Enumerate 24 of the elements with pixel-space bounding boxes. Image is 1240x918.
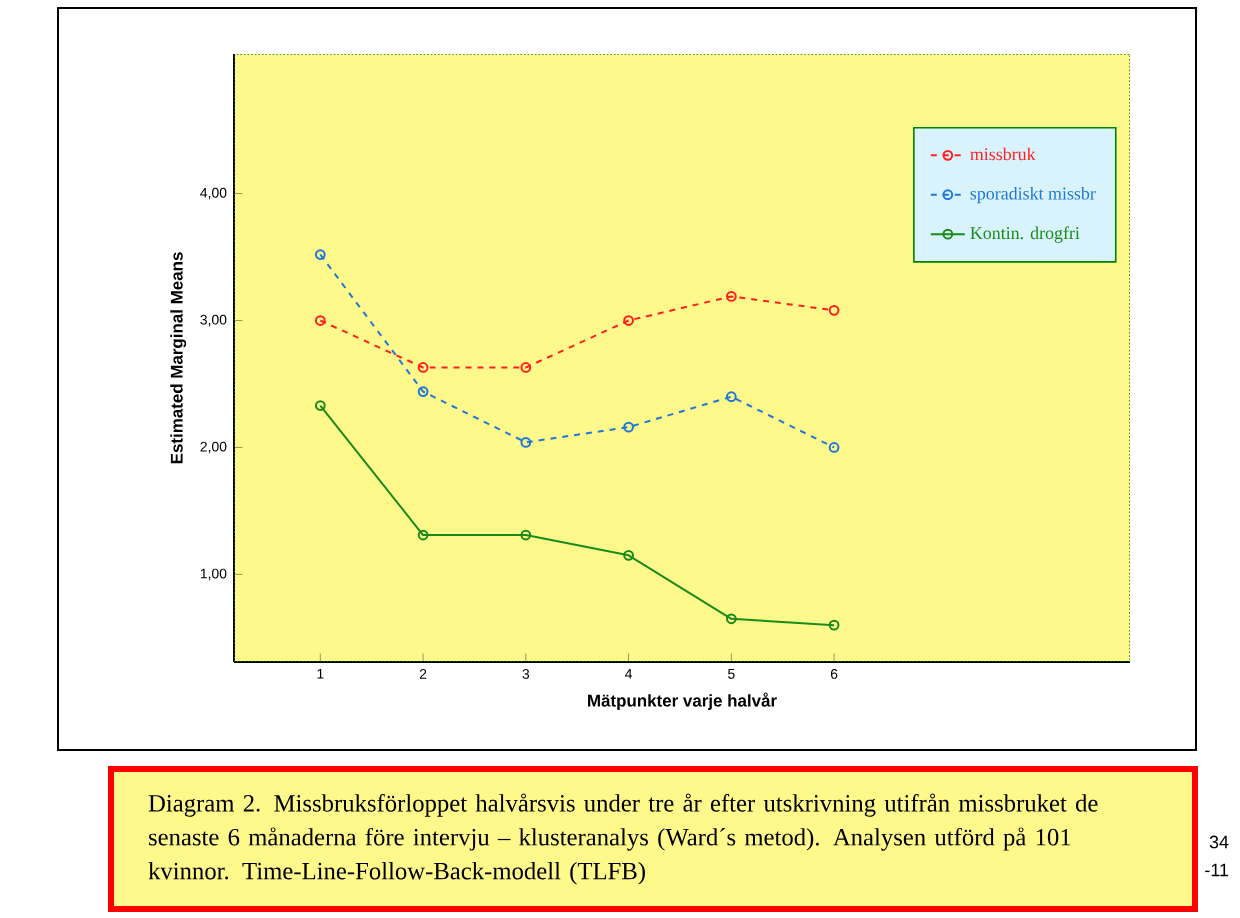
- point: [314, 249, 326, 260]
- legend-label: Kontin. drogfri: [970, 226, 1080, 243]
- text: -11: [1205, 863, 1229, 877]
- point: [725, 391, 737, 403]
- point: [725, 613, 737, 625]
- point: [623, 549, 634, 561]
- point: [828, 442, 840, 453]
- point: [828, 304, 840, 316]
- text: 34: [1209, 835, 1229, 849]
- point: [623, 315, 634, 326]
- point: [520, 529, 532, 541]
- point: [520, 436, 532, 448]
- point: [520, 362, 532, 373]
- point: [314, 315, 326, 326]
- point: [417, 386, 429, 397]
- legend-label: sporadiskt missbr: [970, 186, 1096, 204]
- y-axis-title: Estimated Marginal Means: [170, 252, 187, 464]
- point: [623, 421, 634, 433]
- x-axis-title: Mätpunkter varje halvår: [588, 692, 777, 710]
- point: [417, 529, 429, 541]
- point: [725, 291, 737, 302]
- text: Diagram 2. Missbruksförloppet halvårsvis under tre år efter utskrivning utifrån missbruket de senaste 6 månaderna före intervju – klusteranalys (Ward´s metod). Analysen utförd på 101 kvinnor. Time-Line-Follow-Back-modell (TLFB): [148, 793, 1098, 885]
- point: [417, 362, 429, 373]
- legend-label: missbruk: [970, 147, 1036, 161]
